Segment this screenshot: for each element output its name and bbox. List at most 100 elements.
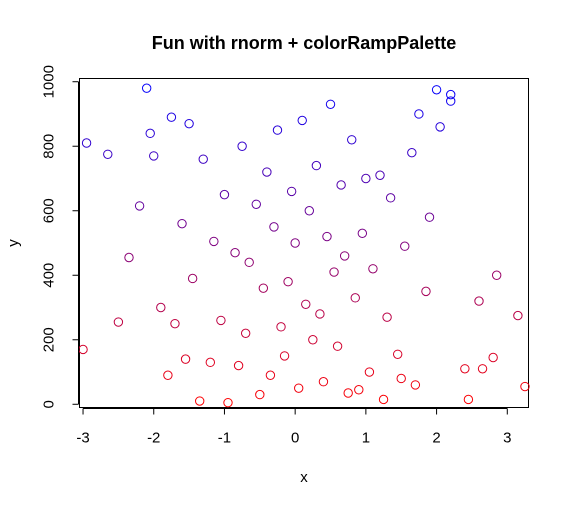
scatter-point (78, 344, 88, 355)
scatter-point (424, 212, 435, 222)
scatter-point (396, 373, 406, 384)
scatter-point (141, 83, 152, 93)
scatter-point (279, 351, 290, 361)
scatter-point (240, 328, 251, 339)
chart-title: Fun with rnorm + colorRampPalette (152, 33, 457, 53)
scatter-point (103, 149, 113, 160)
scatter-point (276, 322, 286, 332)
scatter-point (311, 160, 322, 171)
scatter-point (431, 85, 442, 95)
points-layer (78, 83, 530, 408)
scatter-point (113, 317, 124, 327)
x-tick-label: 2 (432, 430, 440, 447)
y-axis: 0 200 400 600 800 1000 (40, 65, 79, 408)
scatter-point (216, 315, 226, 326)
scatter-point (184, 118, 194, 129)
scatter-point (329, 267, 339, 277)
scatter-point (308, 335, 318, 345)
scatter-point (513, 310, 523, 321)
scatter-point (166, 112, 177, 122)
scatter-point (134, 201, 145, 211)
x-axis: -3 -2 -1 0 1 2 3 (76, 408, 511, 447)
scatter-point (209, 236, 219, 247)
scatter-point (350, 293, 360, 303)
plot-area-frame (79, 78, 529, 408)
scatter-point (460, 364, 470, 374)
scatter-point (325, 99, 336, 110)
y-tick-label: 800 (40, 134, 57, 159)
scatter-point (195, 396, 205, 406)
scatter-point (124, 252, 134, 263)
scatter-point (410, 380, 421, 390)
scatter-point (269, 222, 279, 232)
scatter-point (156, 302, 166, 313)
scatter-point (198, 154, 208, 164)
scatter-point (375, 170, 385, 180)
scatter-point (237, 141, 247, 151)
scatter-point (446, 89, 456, 100)
scatter-point (177, 218, 187, 229)
scatter-point (315, 309, 325, 319)
y-tick-label: 1000 (40, 65, 57, 98)
x-tick-label: -3 (76, 430, 89, 447)
scatter-point (244, 257, 254, 268)
scatter-point (378, 394, 389, 405)
scatter-point (265, 370, 276, 380)
scatter-point (223, 397, 233, 408)
scatter-point (336, 180, 346, 190)
scatter-point (283, 277, 293, 287)
scatter-point (347, 135, 357, 145)
scatter-point (364, 367, 375, 377)
scatter-point (382, 312, 392, 322)
scatter-point (262, 167, 272, 177)
scatter-point (400, 241, 410, 251)
scatter-point (230, 247, 240, 258)
y-tick-label: 400 (40, 263, 57, 288)
scatter-point (233, 360, 244, 371)
scatter-point (170, 318, 180, 329)
scatter-point (255, 389, 265, 400)
scatter-point (446, 96, 456, 106)
y-tick-label: 0 (40, 400, 57, 408)
x-tick-label: -1 (218, 430, 231, 447)
x-axis-label: x (300, 469, 308, 486)
scatter-point (219, 189, 230, 200)
scatter-point (272, 125, 283, 135)
scatter-point (339, 251, 350, 261)
x-tick-label: -2 (147, 430, 160, 447)
scatter-point (286, 186, 297, 197)
scatter-point (297, 115, 307, 126)
scatter-point (354, 385, 364, 395)
scatter-point (301, 299, 311, 309)
scatter-point (332, 341, 343, 351)
scatter-point (421, 286, 431, 297)
scatter-point (318, 377, 329, 387)
scatter-point (304, 206, 314, 216)
scatter-point (258, 283, 269, 293)
scatter-point (343, 388, 353, 398)
x-tick-label: 1 (362, 430, 370, 447)
scatter-point (187, 273, 198, 284)
scatter-point (407, 147, 417, 158)
y-axis-label: y (5, 239, 22, 247)
scatter-point (392, 349, 403, 359)
scatter-point (322, 231, 332, 242)
scatter-point (251, 199, 261, 209)
scatter-point (180, 354, 191, 364)
scatter-point (149, 151, 159, 161)
x-tick-label: 0 (291, 430, 299, 447)
scatter-point (435, 122, 445, 132)
scatter-point (81, 138, 92, 148)
scatter-point (491, 270, 502, 280)
scatter-point (368, 264, 378, 274)
x-tick-label: 3 (503, 430, 511, 447)
scatter-point (145, 128, 155, 139)
scatter-point (163, 370, 173, 380)
scatter-point (520, 381, 530, 392)
scatter-point (488, 352, 498, 363)
scatter-point (474, 296, 484, 306)
scatter-point (290, 238, 300, 248)
scatter-point (205, 357, 216, 368)
